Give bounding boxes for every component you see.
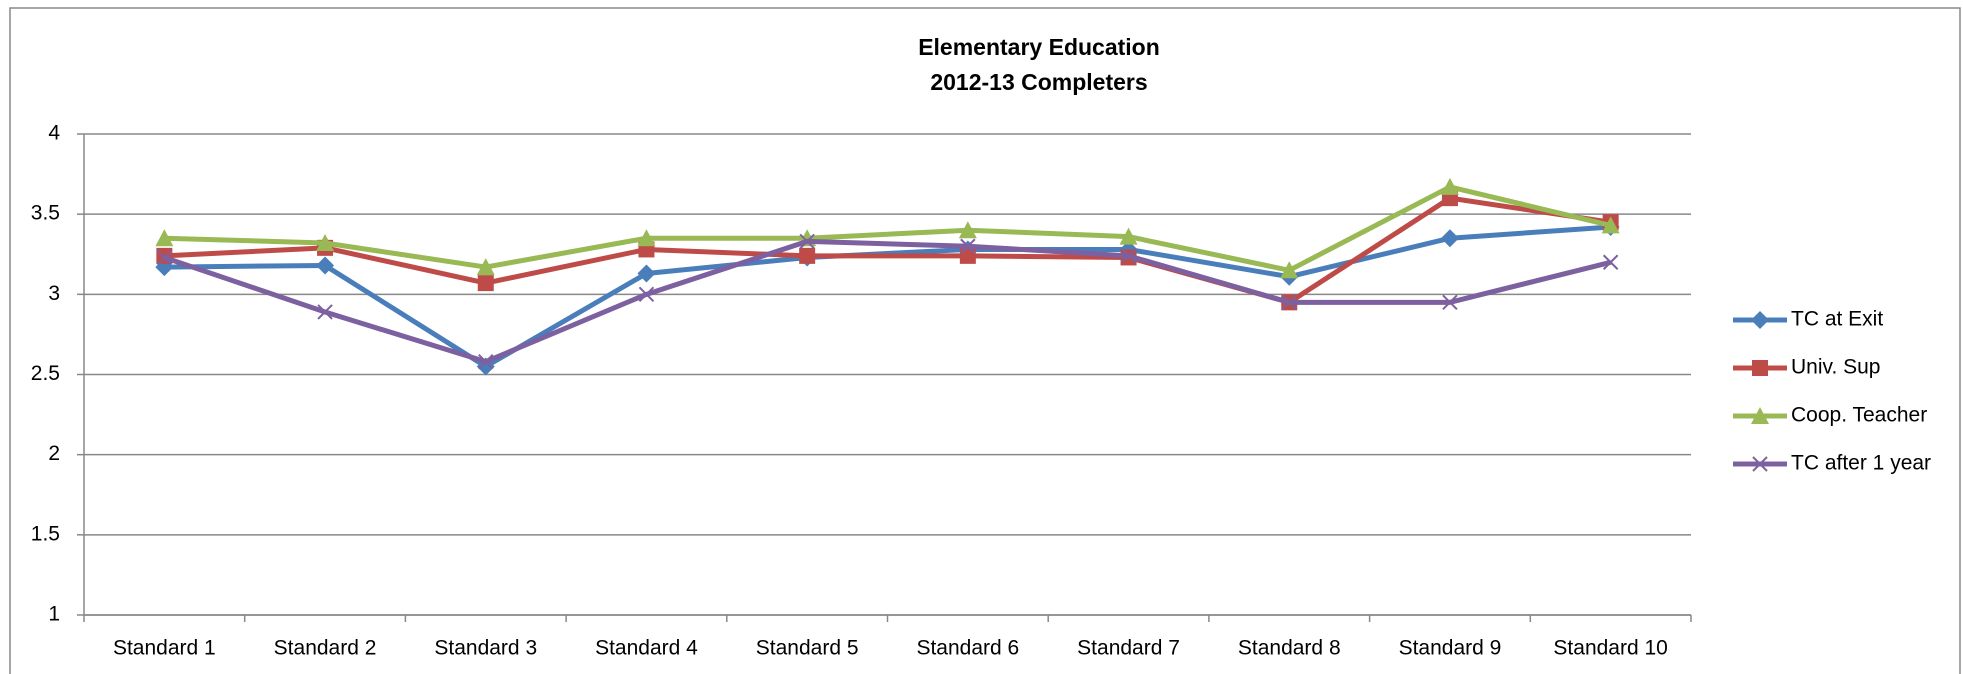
legend-marker bbox=[1751, 407, 1769, 424]
marker-x bbox=[638, 286, 655, 303]
data-point bbox=[960, 238, 976, 254]
x-tick-label: Standard 3 bbox=[434, 637, 537, 660]
marker-x bbox=[1442, 294, 1458, 311]
data-point bbox=[799, 247, 816, 264]
data-point bbox=[637, 229, 656, 247]
data-point bbox=[1281, 294, 1297, 311]
data-point bbox=[959, 247, 976, 264]
x-tick-label: Standard 10 bbox=[1553, 637, 1667, 660]
data-point bbox=[1280, 261, 1299, 279]
marker-x bbox=[1120, 248, 1137, 264]
y-tick-label: 2.5 bbox=[31, 362, 60, 385]
chart-subtitle: 2012-13 Completers bbox=[930, 69, 1147, 95]
data-point bbox=[155, 229, 174, 247]
series-line bbox=[164, 195, 1612, 305]
data-point bbox=[1440, 229, 1459, 248]
data-point bbox=[958, 221, 977, 239]
y-tick-label: 1.5 bbox=[31, 522, 60, 545]
x-tick-label: Standard 7 bbox=[1077, 637, 1180, 660]
series-line bbox=[164, 184, 1612, 273]
series-line bbox=[164, 224, 1611, 369]
marker-x bbox=[478, 353, 494, 370]
marker-x bbox=[1281, 294, 1297, 311]
y-tick-label: 3.5 bbox=[31, 202, 60, 225]
x-tick-label: Standard 4 bbox=[595, 637, 698, 660]
data-point bbox=[317, 304, 333, 320]
data-point bbox=[799, 233, 815, 250]
legend-label: Univ. Sup bbox=[1791, 356, 1881, 379]
legend-label: Coop. Teacher bbox=[1791, 404, 1927, 427]
data-point bbox=[316, 234, 335, 252]
data-point bbox=[1119, 227, 1138, 245]
chart-title: Elementary Education bbox=[918, 34, 1160, 60]
data-point bbox=[477, 275, 494, 292]
legend-marker bbox=[1752, 360, 1768, 376]
y-tick-label: 4 bbox=[48, 122, 60, 145]
data-point bbox=[638, 286, 655, 303]
data-point bbox=[1602, 254, 1619, 270]
y-tick-label: 3 bbox=[48, 282, 60, 305]
data-point bbox=[1440, 177, 1459, 195]
data-point bbox=[156, 249, 173, 266]
data-point bbox=[478, 353, 494, 370]
x-tick-label: Standard 6 bbox=[916, 637, 1019, 660]
data-point bbox=[316, 256, 335, 275]
data-point bbox=[1601, 216, 1620, 234]
chart-frame bbox=[9, 7, 1961, 674]
x-tick-label: Standard 1 bbox=[113, 637, 216, 660]
data-point bbox=[1442, 294, 1458, 311]
series-line bbox=[163, 238, 1612, 365]
marker-x bbox=[317, 304, 333, 320]
marker-x bbox=[960, 238, 976, 254]
data-point bbox=[1120, 248, 1137, 264]
y-tick-label: 2 bbox=[48, 442, 60, 465]
data-point bbox=[476, 258, 495, 276]
x-tick-label: Standard 8 bbox=[1238, 637, 1341, 660]
legend-label: TC at Exit bbox=[1791, 308, 1883, 331]
x-tick-label: Standard 9 bbox=[1399, 637, 1502, 660]
marker-x bbox=[799, 233, 815, 250]
marker-x bbox=[1602, 254, 1619, 270]
legend-marker bbox=[1751, 311, 1769, 329]
legend-label: TC after 1 year bbox=[1791, 452, 1931, 475]
legend-marker bbox=[1752, 456, 1768, 472]
y-tick-label: 1 bbox=[48, 603, 60, 626]
x-tick-label: Standard 5 bbox=[756, 637, 859, 660]
data-point bbox=[637, 264, 656, 283]
marker-x bbox=[1752, 456, 1768, 472]
x-tick-label: Standard 2 bbox=[274, 637, 377, 660]
marker-x bbox=[156, 249, 173, 266]
